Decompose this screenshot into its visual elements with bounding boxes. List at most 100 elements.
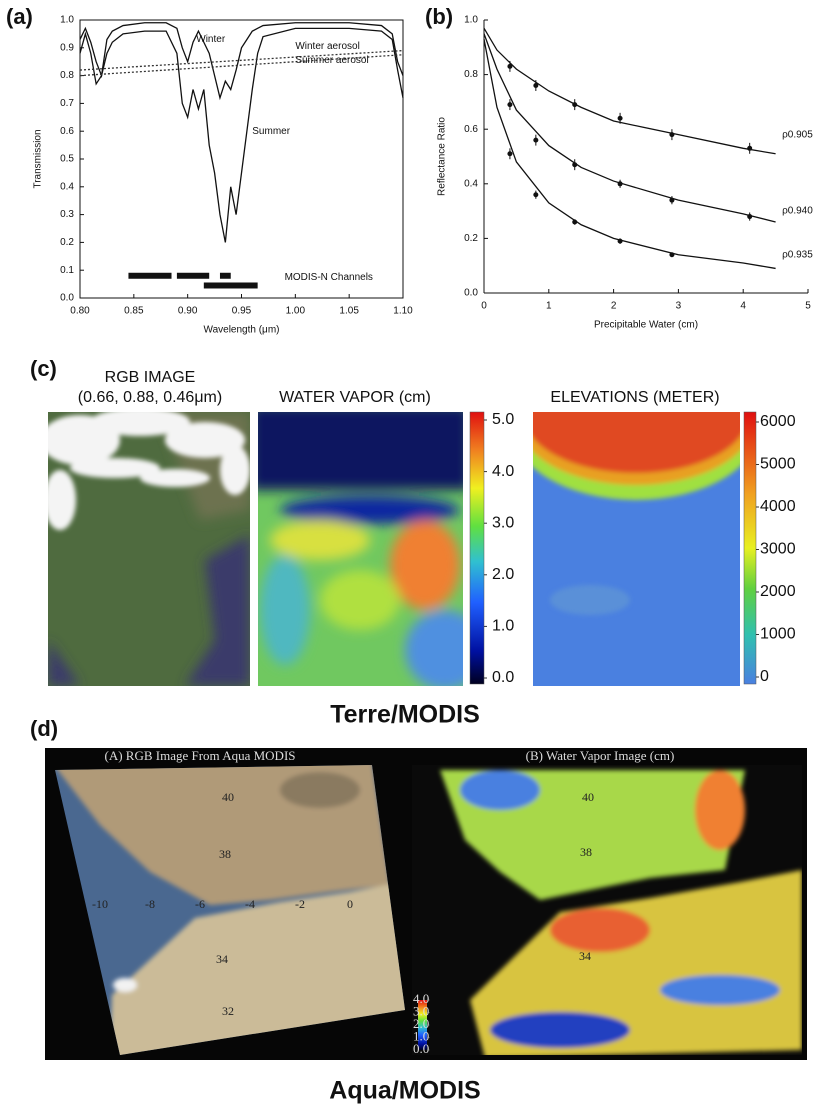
series-label: Winter	[196, 34, 226, 45]
image-title: WATER VAPOR (cm)	[279, 389, 431, 406]
series-label: Summer	[252, 126, 290, 137]
longitude-label: 0	[347, 897, 353, 911]
data-point	[617, 238, 623, 244]
y-tick-label: 0.3	[60, 209, 74, 220]
y-tick-label: 0.2	[60, 237, 74, 248]
data-point	[533, 192, 539, 198]
x-tick-label: 0	[481, 301, 487, 312]
y-tick-label: 0.0	[60, 293, 74, 304]
x-tick-label: 1.05	[339, 306, 359, 317]
x-tick-label: 0.80	[70, 306, 90, 317]
image-title: RGB IMAGE	[105, 369, 196, 386]
colorbar-label: 1.0	[492, 618, 514, 635]
data-point	[747, 145, 753, 151]
colorbar-label: 4.0	[492, 463, 514, 480]
y-tick-label: 0.4	[60, 181, 74, 192]
series-label: Summer aerosol	[295, 55, 368, 66]
x-tick-label: 2	[611, 301, 617, 312]
latitude-label: 34	[579, 949, 591, 963]
longitude-label: -6	[195, 897, 205, 911]
latitude-label: 34	[216, 952, 228, 966]
data-point	[572, 162, 578, 168]
colorbar-label: 4000	[760, 498, 796, 515]
y-tick-label: 0.8	[60, 70, 74, 81]
channel-band	[176, 272, 210, 279]
colorbar-label: 3.0	[492, 514, 514, 531]
x-tick-label: 1.00	[286, 306, 306, 317]
image-title: ELEVATIONS (METER)	[550, 389, 719, 406]
colorbar-label: 2.0	[492, 566, 514, 583]
colorbar-label: 0	[760, 668, 769, 685]
y-tick-label: 0.8	[464, 69, 478, 80]
aerosol-line	[79, 49, 404, 71]
latitude-label: 38	[219, 847, 231, 861]
data-point	[669, 132, 675, 138]
panel-label: (c)	[30, 356, 57, 381]
data-point	[507, 63, 513, 69]
y-tick-label: 0.9	[60, 42, 74, 53]
x-tick-label: 0.85	[124, 306, 144, 317]
image-title: (B) Water Vapor Image (cm)	[526, 748, 675, 763]
fit-line	[483, 38, 776, 270]
water-vapor-image	[258, 412, 463, 686]
data-point	[747, 214, 753, 220]
panel-label: (b)	[425, 4, 453, 29]
data-point	[507, 151, 513, 157]
data-point	[572, 219, 578, 225]
caption: Terre/MODIS	[330, 701, 480, 729]
x-tick-label: 1	[546, 301, 552, 312]
rgb-image	[48, 412, 250, 686]
colorbar-label: 2000	[760, 583, 796, 600]
y-tick-label: 0.2	[464, 233, 478, 244]
colorbar-label: 3000	[760, 541, 796, 558]
channel-band	[203, 282, 258, 289]
transmission-line	[79, 27, 404, 243]
y-tick-label: 0.6	[60, 126, 74, 137]
colorbar	[743, 411, 757, 685]
panel-label: (d)	[30, 716, 58, 741]
caption: Aqua/MODIS	[329, 1077, 480, 1105]
data-point	[572, 102, 578, 108]
aqua-water-vapor-image	[412, 765, 802, 1055]
series-label: ρ0.905 / ρ0.865	[782, 129, 814, 140]
colorbar-label: 5.0	[492, 411, 514, 428]
y-tick-label: 0.4	[464, 178, 478, 189]
y-axis-title: Transmission	[33, 129, 44, 188]
channel-band	[128, 272, 172, 279]
latitude-label: 40	[582, 790, 594, 804]
colorbar-label: 1.0	[413, 1028, 429, 1043]
y-tick-label: 0.7	[60, 98, 74, 109]
data-point	[669, 252, 675, 258]
colorbar-label: 6000	[760, 413, 796, 430]
x-tick-label: 1.10	[393, 306, 413, 317]
data-point	[533, 137, 539, 143]
latitude-label: 32	[222, 1004, 234, 1018]
panel-label: (a)	[6, 4, 33, 29]
channel-band	[219, 272, 231, 279]
longitude-label: -4	[245, 897, 255, 911]
y-tick-label: 0.0	[464, 288, 478, 299]
colorbar	[469, 411, 485, 685]
y-tick-label: 0.1	[60, 265, 74, 276]
x-tick-label: 4	[740, 301, 746, 312]
data-point	[617, 115, 623, 121]
longitude-label: -8	[145, 897, 155, 911]
latitude-label: 38	[580, 845, 592, 859]
x-tick-label: 3	[676, 301, 682, 312]
data-point	[669, 197, 675, 203]
colorbar-label: 2.0	[413, 1016, 429, 1031]
y-tick-label: 0.5	[60, 154, 74, 165]
colorbar-label: 0.0	[492, 669, 514, 686]
image-subtitle: (0.66, 0.88, 0.46μm)	[78, 389, 222, 406]
data-point	[533, 83, 539, 89]
colorbar-label: 3.0	[413, 1003, 429, 1018]
series-label: ρ0.935 / ρ0.865	[782, 249, 814, 260]
series-label: Winter aerosol	[295, 41, 359, 52]
aqua-rgb-image	[55, 765, 405, 1055]
transmission-line	[79, 22, 404, 101]
x-axis-title: Wavelength (μm)	[204, 325, 280, 336]
fit-line	[483, 27, 776, 155]
colorbar-label: 4.0	[413, 991, 429, 1006]
colorbar-label: 1000	[760, 626, 796, 643]
channels-label: MODIS-N Channels	[285, 272, 373, 283]
